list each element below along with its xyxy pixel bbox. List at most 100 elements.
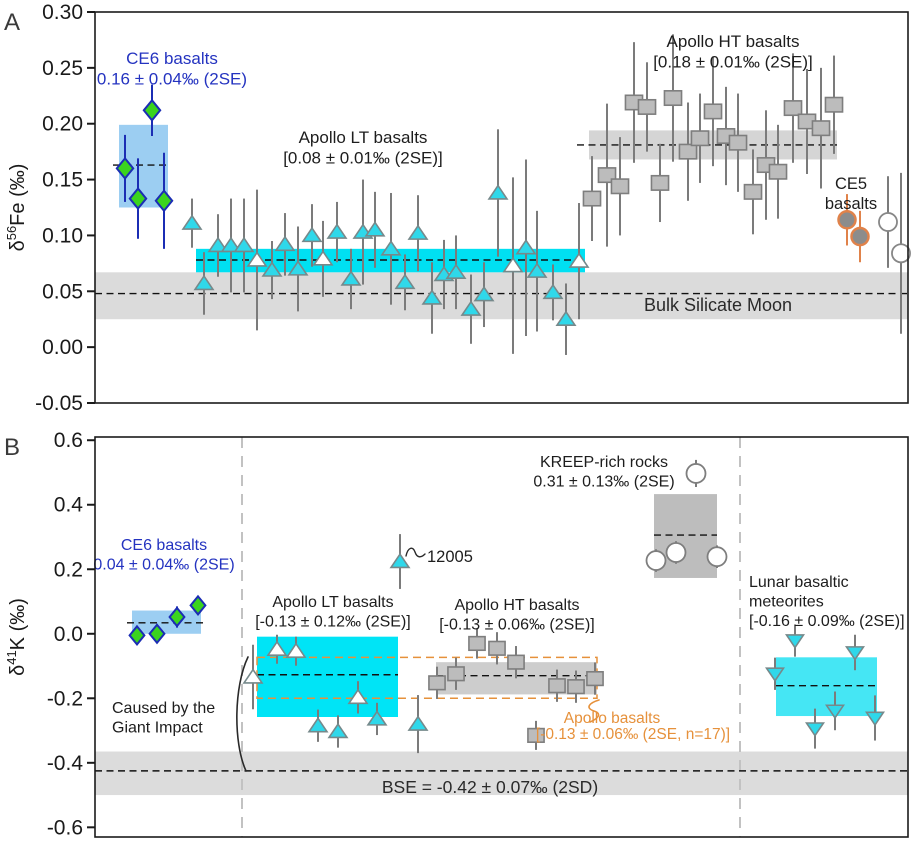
data-point-triangle: [327, 722, 349, 739]
data-point-triangle: [181, 214, 203, 230]
apollo-ht-label: Apollo HT basalts: [454, 597, 579, 614]
meteorites-label: Lunar basaltic: [749, 574, 849, 591]
data-point-circle: [878, 212, 898, 232]
ce5-label: CE5: [835, 175, 867, 193]
apollo-lt-label: Apollo LT basalts: [299, 128, 428, 147]
data-point-triangle-down: [764, 667, 786, 683]
data-point-square: [527, 727, 545, 743]
y-tick-label: 0.05: [42, 280, 83, 303]
data-point-square: [488, 640, 506, 656]
meteorites-label: [-0.16 ± 0.09‰ (2SE)]: [749, 613, 905, 630]
apollo-basalts-label: Apollo basalts: [564, 710, 661, 727]
data-point-triangle: [220, 236, 242, 253]
series-kreep-rich-rocks: [645, 459, 728, 572]
data-point-square: [650, 174, 670, 191]
data-point-triangle: [487, 184, 509, 200]
data-point-triangle-down: [784, 634, 806, 649]
data-point-triangle: [366, 710, 388, 726]
data-point-square: [468, 635, 486, 652]
data-point-circle: [645, 550, 667, 571]
data-point-triangle-down: [804, 722, 826, 738]
data-point-triangle: [568, 252, 590, 268]
data-point-square: [586, 671, 604, 687]
ce6-label: 0.04 ± 0.04‰ (2SE): [93, 557, 234, 574]
series-sample-12005: [389, 534, 411, 589]
data-point-triangle: [555, 310, 577, 326]
panel-A-letter: A: [4, 9, 20, 36]
data-point-square: [678, 143, 698, 160]
data-point-triangle-down: [844, 646, 866, 661]
data-point-triangle: [515, 238, 537, 255]
data-point-square: [824, 96, 844, 113]
data-point-triangle: [340, 270, 362, 286]
meteorites-label: meteorites: [749, 594, 824, 611]
data-point-triangle: [261, 261, 283, 277]
series-ce6-basalts: [115, 84, 174, 249]
data-point-diamond: [154, 189, 174, 213]
series-apollo-ht-basalts: [428, 628, 604, 750]
data-point-triangle: [285, 642, 307, 658]
data-point-square: [811, 120, 831, 137]
apollo-ht-label: Apollo HT basalts: [667, 32, 800, 51]
bulk-silicate-moon-label: Bulk Silicate Moon: [644, 295, 792, 315]
data-point-triangle: [460, 300, 482, 316]
y-tick-label: 0.00: [42, 336, 83, 359]
apollo-lt-label: [0.08 ± 0.01‰ (2SE)]: [283, 149, 443, 168]
data-point-diamond: [142, 98, 162, 122]
y-tick-label: 0.15: [42, 169, 83, 192]
y-tick-label: 0.25: [42, 57, 83, 80]
data-point-triangle: [301, 226, 323, 243]
y-tick-label: -0.2: [47, 687, 83, 710]
data-point-circle: [837, 210, 857, 230]
data-point-square: [703, 103, 723, 120]
data-point-square: [428, 675, 446, 691]
apollo-lt-label: [-0.13 ± 0.12‰ (2SE)]: [255, 614, 411, 631]
data-point-triangle: [364, 221, 386, 237]
series-apollo-lt-basalts: [242, 634, 429, 754]
data-point-square: [743, 183, 763, 200]
data-point-triangle: [394, 273, 416, 290]
data-point-square: [582, 190, 602, 207]
data-point-circle: [665, 542, 687, 563]
data-point-triangle: [193, 274, 215, 291]
series-lunar-basaltic-meteorites: [764, 624, 886, 749]
apollo-ht-label: [0.18 ± 0.01‰ (2SE)]: [653, 53, 813, 72]
data-point-square: [728, 134, 748, 151]
data-point-square: [567, 679, 585, 695]
data-point-triangle: [526, 262, 548, 278]
data-point-circle: [850, 226, 870, 247]
panel-B: CE6 basalts 0.04 ± 0.04‰ (2SE) Apollo LT b…: [4, 429, 909, 839]
giant-impact-label: Giant Impact: [112, 720, 203, 737]
ce5-label: basalts: [825, 195, 877, 213]
data-point-triangle-down: [864, 711, 886, 727]
data-point-square: [768, 163, 788, 180]
y-tick-label: 0.20: [42, 113, 83, 136]
apollo-basalts-value: [-0.13 ± 0.06‰ (2SE, n=17)]: [536, 726, 730, 743]
data-point-square: [637, 98, 657, 115]
y-tick-label: -0.6: [47, 816, 83, 839]
data-point-triangle: [445, 263, 467, 280]
data-point-triangle-down: [824, 704, 846, 720]
panel-B-letter: B: [4, 434, 20, 461]
y-tick-label: 0.10: [42, 224, 83, 247]
data-point-diamond: [128, 624, 146, 646]
data-point-square: [610, 178, 630, 195]
data-point-circle: [706, 546, 728, 568]
data-point-triangle: [542, 283, 564, 300]
series-literature-basalts: [878, 172, 911, 334]
data-point-square: [548, 678, 566, 694]
panel-A: CE6 basalts 0.16 ± 0.04‰ (2SE) Apollo LT b…: [4, 1, 911, 415]
data-point-triangle: [407, 224, 429, 240]
data-point-triangle: [421, 289, 443, 305]
data-point-circle: [891, 243, 911, 264]
y-tick-label: 0.0: [54, 623, 83, 646]
data-point-triangle: [380, 240, 402, 256]
data-point-triangle: [246, 251, 268, 267]
series-ce5-basalts: [837, 194, 870, 263]
data-point-triangle: [389, 552, 411, 569]
kreep-label: 0.31 ± 0.13‰ (2SE): [533, 474, 674, 491]
y-tick-label: 0.6: [54, 429, 83, 452]
sample-12005-label: 12005: [427, 548, 473, 566]
giant-impact-brace: [236, 656, 249, 772]
